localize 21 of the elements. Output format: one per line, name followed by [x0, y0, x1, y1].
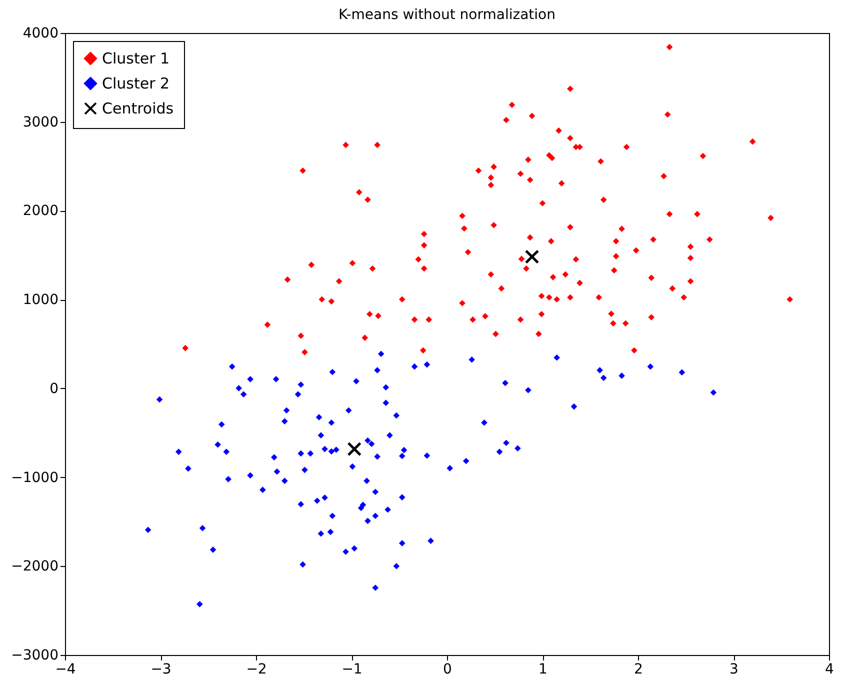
x-tick-label: 0: [443, 662, 452, 678]
y-tick-label: 0: [50, 380, 58, 397]
x-tick-label: 3: [730, 662, 738, 678]
y-tick-label: −3000: [11, 648, 58, 664]
x-tick-label: 1: [538, 662, 548, 678]
chart-title: K-means without normalization: [338, 7, 556, 23]
y-tick-label: 2000: [22, 203, 58, 220]
x-tick-label: −1: [342, 662, 362, 678]
x-tick-label: 4: [825, 662, 834, 678]
y-tick-label: 3000: [22, 114, 58, 130]
x-tick-label: 2: [634, 662, 643, 678]
legend-label: Cluster 1: [102, 50, 170, 68]
x-tick-label: −2: [246, 662, 267, 678]
y-tick-label: 1000: [22, 292, 58, 308]
x-tick-label: −4: [55, 662, 76, 678]
legend-label: Centroids: [102, 100, 174, 118]
y-tick-label: −2000: [11, 558, 58, 575]
y-tick-label: 4000: [22, 26, 58, 42]
x-tick-label: −3: [150, 662, 172, 678]
y-tick-label: −1000: [11, 470, 58, 486]
legend-label: Cluster 2: [102, 74, 170, 92]
